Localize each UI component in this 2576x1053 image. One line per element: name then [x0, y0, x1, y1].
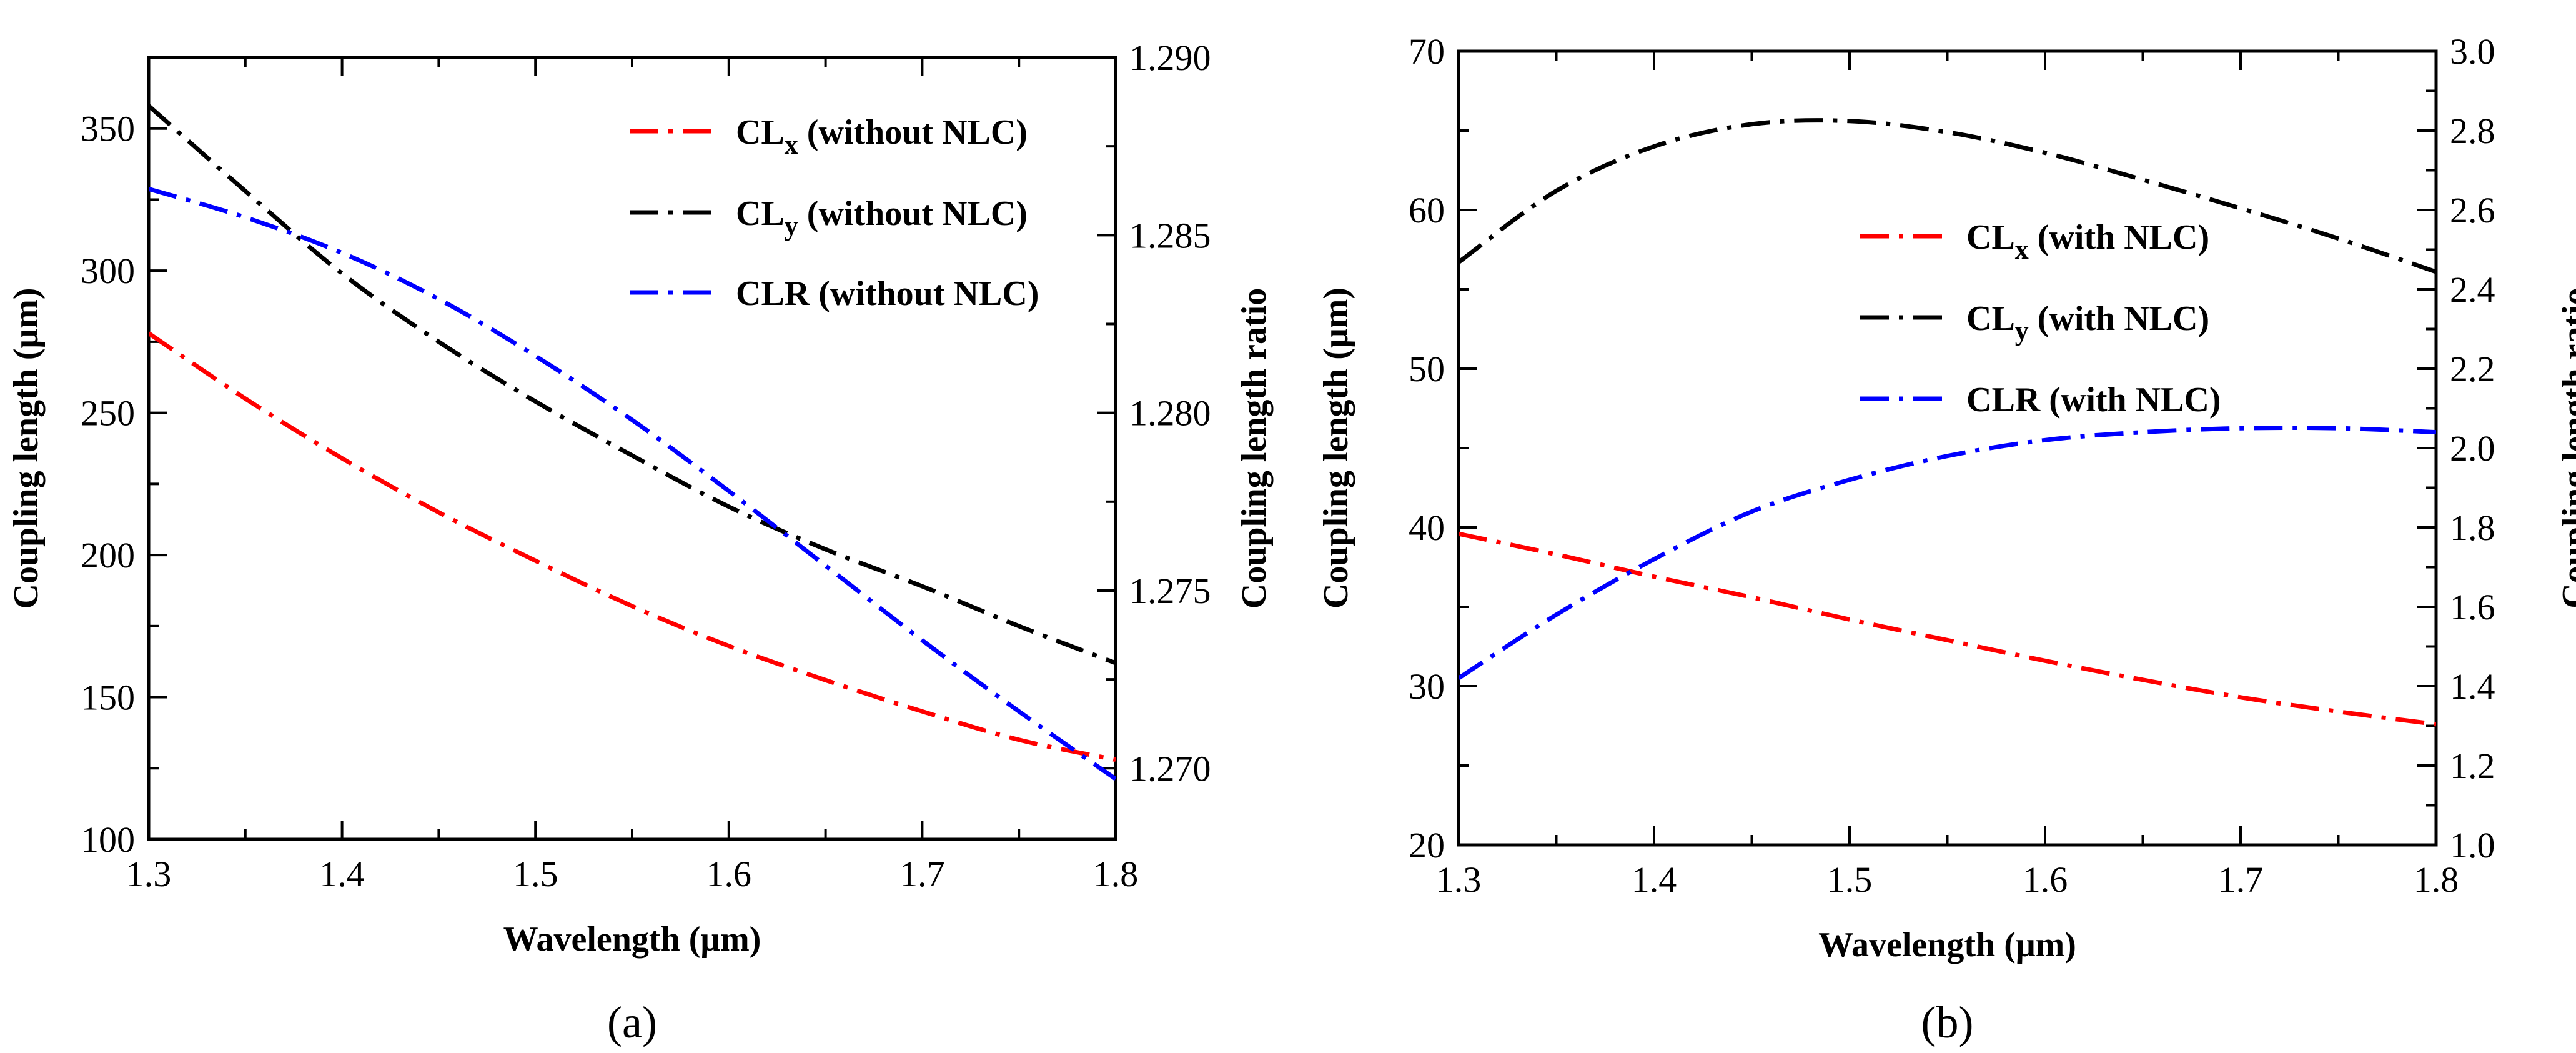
x-tick-label: 1.4	[319, 854, 365, 894]
legend-entry: CLy (without NLC)	[736, 194, 1028, 241]
y2-tick-label: 1.285	[1129, 215, 1211, 256]
panel-label: (a)	[607, 997, 657, 1047]
x-tick-label: 1.4	[1632, 859, 1677, 900]
series-line-cly-without-nlc	[149, 104, 1116, 666]
panel-label: (b)	[1921, 997, 1974, 1047]
legend-entry: CLx (without NLC)	[736, 113, 1028, 160]
y-tick-label: 20	[1409, 825, 1445, 866]
legend-entry: CLx (with NLC)	[1966, 218, 2209, 265]
legend: CLx (without NLC) CLy (without NLC) CLR (w…	[630, 113, 1039, 313]
y2-tick-label: 2.8	[2450, 111, 2495, 151]
x-tick-label: 1.6	[706, 854, 752, 894]
y2-tick-label: 1.290	[1129, 37, 1211, 78]
x-tick-label: 1.3	[1436, 859, 1482, 900]
y2-tick-label: 1.280	[1129, 393, 1211, 434]
x-tick-label: 1.5	[513, 854, 558, 894]
y-tick-label: 60	[1409, 190, 1445, 231]
chart-panel-a: 1.3 1.4 1.5 1.6 1.7 1.8 100 150 200 250 300 350 1.27…	[7, 37, 1274, 1047]
y2-axis-title: Coupling length ratio	[2555, 287, 2576, 608]
legend-entry: CLR (without NLC)	[736, 274, 1039, 313]
y2-tick-label: 1.270	[1129, 748, 1211, 789]
x-tick-label: 1.8	[1093, 854, 1139, 894]
x-axis-title: Wavelength (μm)	[1818, 926, 2076, 964]
y2-tick-label: 2.4	[2450, 269, 2495, 310]
x-tick-label: 1.7	[899, 854, 945, 894]
y2-axis-title: Coupling length ratio	[1235, 288, 1274, 609]
y-tick-label: 200	[81, 535, 135, 576]
x-tick-label: 1.5	[1827, 859, 1873, 900]
series-line-clx-with-nlc	[1459, 531, 2436, 727]
y-axis-title: Coupling length (μm)	[1317, 287, 1355, 609]
series-line-clx-without-nlc	[149, 331, 1116, 762]
y-tick-label: 250	[81, 393, 135, 434]
plot-frame	[1457, 49, 2438, 847]
x-tick-label: 1.8	[2414, 859, 2459, 900]
x-tick-label: 1.7	[2218, 859, 2264, 900]
series-line-clr-without-nlc	[149, 187, 1116, 781]
y-tick-label: 150	[81, 677, 135, 718]
y-tick-label: 40	[1409, 507, 1445, 548]
y2-tick-label: 1.275	[1129, 571, 1211, 611]
plot-frame	[147, 56, 1117, 841]
y-tick-label: 100	[81, 819, 135, 860]
y2-tick-label: 1.4	[2450, 666, 2495, 707]
y2-tick-label: 2.2	[2450, 349, 2495, 389]
series-line-clr-with-nlc	[1459, 425, 2436, 681]
y-tick-label: 30	[1409, 666, 1445, 707]
series-line-cly-with-nlc	[1459, 118, 2436, 274]
x-axis-title: Wavelength (μm)	[503, 920, 761, 959]
y-axis-title: Coupling length (μm)	[7, 287, 46, 609]
y2-tick-label: 3.0	[2450, 31, 2495, 72]
y2-tick-label: 2.0	[2450, 428, 2495, 469]
legend-entry: CLy (with NLC)	[1966, 299, 2209, 346]
y2-tick-label: 1.6	[2450, 587, 2495, 627]
x-tick-label: 1.6	[2023, 859, 2068, 900]
y-tick-label: 350	[81, 109, 135, 149]
chart-panel-b: 1.3 1.4 1.5 1.6 1.7 1.8 20 30 40 50 60 70 1.0 1.2 1.4 1…	[1317, 31, 2576, 1047]
y2-tick-label: 2.6	[2450, 190, 2495, 231]
y-tick-label: 50	[1409, 349, 1445, 389]
legend: CLx (with NLC) CLy (with NLC) CLR (with NL…	[1860, 218, 2221, 419]
y-tick-label: 300	[81, 251, 135, 291]
y2-tick-label: 1.0	[2450, 825, 2495, 866]
y2-tick-label: 1.2	[2450, 746, 2495, 786]
y2-tick-label: 1.8	[2450, 507, 2495, 548]
legend-entry: CLR (with NLC)	[1966, 381, 2221, 419]
x-tick-label: 1.3	[126, 854, 172, 894]
y-tick-label: 70	[1409, 31, 1445, 72]
